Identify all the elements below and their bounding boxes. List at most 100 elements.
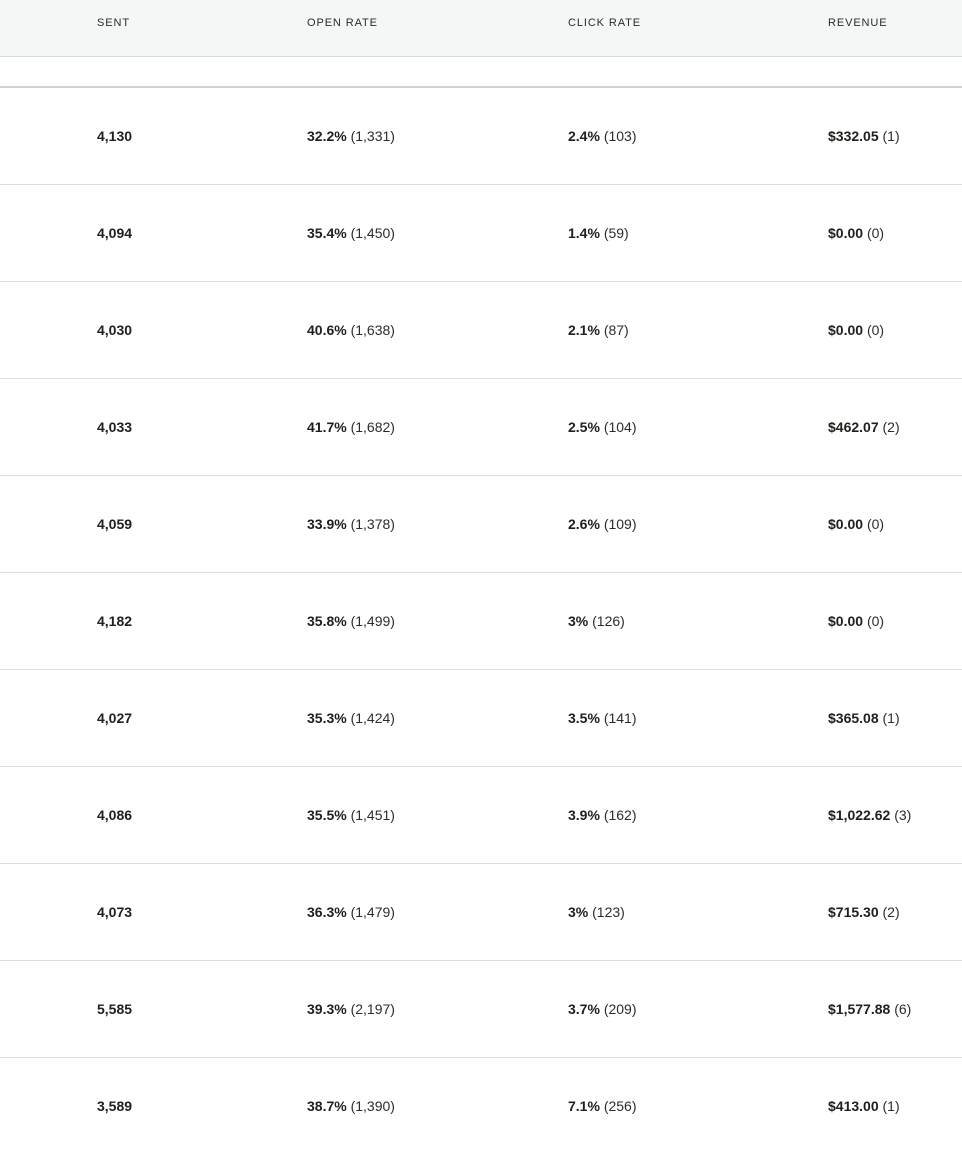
click-rate-count: (103) [603,128,637,144]
revenue-cell: $413.00 (1) [828,1098,962,1114]
open-rate-value: 35.3% [307,710,347,726]
open-rate-cell: 36.3% (1,479) [307,904,568,920]
sent-cell: 4,027 [97,710,307,726]
click-rate-cell: 2.1% (87) [568,322,828,338]
revenue-cell: $715.30 (2) [828,904,962,920]
click-rate-count: (104) [603,419,637,435]
click-rate-value: 3.7% [568,1001,600,1017]
table-row[interactable]: 5,585 39.3% (2,197) 3.7% (209) $1,577.88… [0,961,962,1058]
open-rate-value: 32.2% [307,128,347,144]
revenue-value: $715.30 [828,904,879,920]
open-rate-count: (1,424) [350,710,395,726]
click-rate-value: 7.1% [568,1098,600,1114]
revenue-cell: $0.00 (0) [828,225,962,241]
sent-cell: 4,182 [97,613,307,629]
click-rate-value: 3% [568,904,589,920]
column-header-revenue: REVENUE [828,17,888,29]
click-rate-cell: 2.4% (103) [568,128,828,144]
open-rate-cell: 40.6% (1,638) [307,322,568,338]
click-rate-value: 3.5% [568,710,600,726]
table-row[interactable]: 3,589 38.7% (1,390) 7.1% (256) $413.00 (… [0,1058,962,1150]
click-rate-count: (209) [603,1001,637,1017]
table-row[interactable]: 4,059 33.9% (1,378) 2.6% (109) $0.00 (0) [0,476,962,573]
click-rate-value: 3.9% [568,807,600,823]
table-row[interactable]: 4,094 35.4% (1,450) 1.4% (59) $0.00 (0) [0,185,962,282]
revenue-value: $1,577.88 [828,1001,891,1017]
open-rate-cell: 41.7% (1,682) [307,419,568,435]
open-rate-count: (1,682) [350,419,395,435]
open-rate-cell: 33.9% (1,378) [307,516,568,532]
empty-row [0,57,962,88]
revenue-cell: $0.00 (0) [828,613,962,629]
table-row[interactable]: 4,073 36.3% (1,479) 3% (123) $715.30 (2) [0,864,962,961]
revenue-value: $0.00 [828,322,864,338]
open-rate-value: 35.8% [307,613,347,629]
revenue-value: $0.00 [828,225,864,241]
click-rate-cell: 2.6% (109) [568,516,828,532]
open-rate-cell: 32.2% (1,331) [307,128,568,144]
sent-value: 4,086 [97,807,133,823]
sent-value: 4,182 [97,613,133,629]
open-rate-value: 33.9% [307,516,347,532]
open-rate-cell: 35.8% (1,499) [307,613,568,629]
sent-value: 4,130 [97,128,133,144]
revenue-cell: $0.00 (0) [828,516,962,532]
sent-cell: 4,073 [97,904,307,920]
sent-cell: 4,033 [97,419,307,435]
revenue-cell: $462.07 (2) [828,419,962,435]
revenue-cell: $332.05 (1) [828,128,962,144]
open-rate-count: (1,450) [350,225,395,241]
click-rate-cell: 7.1% (256) [568,1098,828,1114]
column-header-sent: SENT [97,17,130,29]
sent-value: 4,059 [97,516,133,532]
sent-value: 4,030 [97,322,133,338]
revenue-count: (3) [894,807,912,823]
click-rate-count: (59) [603,225,629,241]
table-row[interactable]: 4,030 40.6% (1,638) 2.1% (87) $0.00 (0) [0,282,962,379]
sent-value: 4,073 [97,904,133,920]
sent-cell: 4,094 [97,225,307,241]
open-rate-count: (1,638) [350,322,395,338]
revenue-value: $413.00 [828,1098,879,1114]
revenue-count: (0) [866,516,885,532]
click-rate-value: 2.6% [568,516,600,532]
open-rate-cell: 35.5% (1,451) [307,807,568,823]
revenue-count: (1) [882,128,900,144]
click-rate-cell: 3.5% (141) [568,710,828,726]
open-rate-cell: 38.7% (1,390) [307,1098,568,1114]
click-rate-count: (123) [592,904,625,920]
table-row[interactable]: 4,033 41.7% (1,682) 2.5% (104) $462.07 (… [0,379,962,476]
open-rate-count: (2,197) [350,1001,395,1017]
revenue-value: $365.08 [828,710,879,726]
sent-value: 3,589 [97,1098,133,1114]
table-row[interactable]: 4,086 35.5% (1,451) 3.9% (162) $1,022.62… [0,767,962,864]
click-rate-cell: 1.4% (59) [568,225,828,241]
click-rate-value: 2.1% [568,322,600,338]
table-row[interactable]: 4,182 35.8% (1,499) 3% (126) $0.00 (0) [0,573,962,670]
sent-cell: 4,030 [97,322,307,338]
open-rate-cell: 39.3% (2,197) [307,1001,568,1017]
revenue-count: (0) [866,322,885,338]
revenue-cell: $1,577.88 (6) [828,1001,962,1017]
revenue-count: (1) [882,1098,900,1114]
revenue-count: (0) [866,613,885,629]
click-rate-count: (126) [592,613,625,629]
sent-cell: 4,130 [97,128,307,144]
table-row[interactable]: 4,027 35.3% (1,424) 3.5% (141) $365.08 (… [0,670,962,767]
revenue-count: (2) [882,419,900,435]
table-row[interactable]: 4,130 32.2% (1,331) 2.4% (103) $332.05 (… [0,88,962,185]
open-rate-count: (1,479) [350,904,395,920]
open-rate-count: (1,331) [350,128,395,144]
table-header-row: SENT OPEN RATE CLICK RATE REVENUE [0,0,962,57]
click-rate-cell: 3% (123) [568,904,828,920]
open-rate-value: 35.5% [307,807,347,823]
revenue-cell: $365.08 (1) [828,710,962,726]
revenue-cell: $1,022.62 (3) [828,807,962,823]
revenue-value: $0.00 [828,516,864,532]
open-rate-value: 38.7% [307,1098,347,1114]
open-rate-count: (1,451) [350,807,395,823]
click-rate-value: 3% [568,613,589,629]
revenue-count: (1) [882,710,900,726]
sent-value: 4,027 [97,710,133,726]
